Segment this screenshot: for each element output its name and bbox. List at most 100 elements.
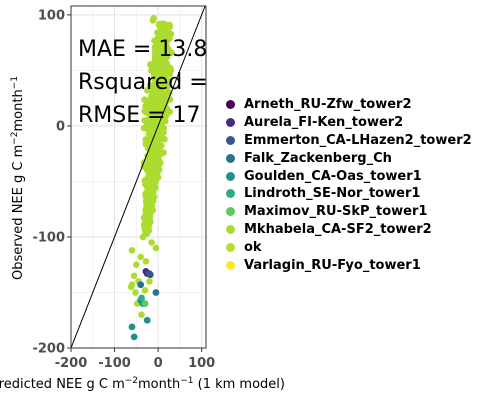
legend-label: Goulden_CA-Oas_tower1 <box>244 168 422 184</box>
y-tick-label: -100 <box>32 230 65 245</box>
legend-item: Aurela_FI-Ken_tower2 <box>226 114 472 132</box>
y-axis-title: Observed NEE g C m−2month−1 <box>10 76 26 280</box>
legend-item: ok <box>226 238 472 256</box>
annotation-rmse: RMSE = 17 <box>78 103 201 128</box>
y-axis-ticks: -200 -100 0 100 <box>32 8 71 357</box>
scatter-point <box>147 194 155 201</box>
scatter-point <box>146 168 153 175</box>
legend-label: Emmerton_CA-LHazen2_tower2 <box>244 132 472 148</box>
scatter-point <box>158 131 165 139</box>
scatter-point <box>152 289 160 296</box>
legend-item: Arneth_RU-Zfw_tower2 <box>226 96 472 114</box>
scatter-point <box>138 294 145 302</box>
scatter-point <box>158 22 166 30</box>
legend-dot <box>226 207 235 217</box>
legend-dot <box>226 171 235 181</box>
legend-item: Emmerton_CA-LHazen2_tower2 <box>226 132 472 150</box>
scatter-point <box>141 96 148 103</box>
legend-item: Lindroth_SE-Nor_tower1 <box>226 185 472 203</box>
scatter-point <box>151 122 158 129</box>
scatter-point <box>157 101 165 108</box>
scatter-point <box>160 149 167 156</box>
scatter-point <box>148 106 155 114</box>
legend-dot <box>226 135 235 145</box>
scatter-point <box>132 289 139 296</box>
scatter-point <box>151 141 159 149</box>
scatter-point <box>160 86 167 93</box>
scatter-point <box>130 272 138 280</box>
legend-dot <box>226 242 235 252</box>
scatter-point <box>146 204 154 212</box>
legend-label: Mkhabela_CA-SF2_tower2 <box>244 221 432 237</box>
scatter-point <box>144 87 151 94</box>
legend-item: Varlagin_RU-Fyo_tower1 <box>226 256 472 274</box>
one-to-one-line <box>71 6 206 348</box>
scatter-point <box>128 323 136 331</box>
scatter-point <box>149 97 156 104</box>
legend-dot <box>226 224 235 234</box>
scatter-point <box>148 82 155 89</box>
legend-label: Maximov_RU-SkP_tower1 <box>244 204 428 220</box>
scatter-point <box>156 91 164 99</box>
scatter-point <box>146 184 154 192</box>
scatter-point <box>142 213 150 221</box>
scatter-point <box>145 120 153 127</box>
x-tick-label: 100 <box>188 356 215 371</box>
x-tick-label: -200 <box>55 356 88 371</box>
legend-dot <box>226 189 235 199</box>
legend-label: Aurela_FI-Ken_tower2 <box>244 115 404 131</box>
scatter-point <box>147 115 155 122</box>
x-tick-label: 0 <box>154 356 163 371</box>
legend-item: Maximov_RU-SkP_tower1 <box>226 203 472 221</box>
scatter-point <box>141 287 149 294</box>
scatter-point <box>146 159 153 166</box>
scatter-point <box>146 176 154 184</box>
scatter-point <box>148 146 156 154</box>
scatter-point <box>130 333 138 341</box>
legend-item: Goulden_CA-Oas_tower1 <box>226 167 472 185</box>
scatter-point <box>152 244 160 252</box>
legend-label: Arneth_RU-Zfw_tower2 <box>244 97 412 113</box>
scatter-point <box>143 227 150 235</box>
y-tick-label: -200 <box>32 342 65 357</box>
stats-annotations: MAE = 13.8 Rsquared = RMSE = 17 <box>78 37 208 128</box>
scatter-point <box>127 283 135 291</box>
annotation-rsquared: Rsquared = <box>78 70 208 95</box>
scatter-point <box>146 278 153 285</box>
scatter-point <box>149 88 157 95</box>
legend-label: Falk_Zackenberg_Ch <box>244 150 392 166</box>
scatter-point <box>137 281 145 289</box>
scatter-point <box>148 239 155 246</box>
legend-item: Falk_Zackenberg_Ch <box>226 149 472 167</box>
legend-item: Mkhabela_CA-SF2_tower2 <box>226 221 472 239</box>
scatter-point <box>157 28 164 36</box>
scatter-point <box>162 106 170 113</box>
scatter-point <box>138 311 145 319</box>
scatter-point <box>141 300 149 307</box>
scatter-point <box>151 159 159 167</box>
scatter-point <box>156 61 163 68</box>
scatter-point <box>149 17 157 24</box>
scatter-point <box>137 253 144 261</box>
scatter-point <box>147 61 154 68</box>
scatter-point <box>158 68 166 75</box>
legend-dot <box>226 118 235 128</box>
x-axis-title: Predicted NEE g C m−2month−1 (1 km model… <box>0 376 285 392</box>
scatter-point <box>157 74 164 81</box>
y-tick-label: 100 <box>38 8 65 23</box>
scatter-point <box>146 271 154 279</box>
scatter-point <box>152 169 160 176</box>
scatter-point <box>159 50 166 58</box>
scatter-point <box>146 134 154 141</box>
scatter-point <box>162 39 170 47</box>
scatter-point <box>143 316 151 324</box>
scatter-point <box>163 34 170 42</box>
scatter-point <box>142 258 150 265</box>
x-axis-ticks: -200 -100 0 100 <box>55 348 215 371</box>
legend: Arneth_RU-Zfw_tower2 Aurela_FI-Ken_tower… <box>226 96 472 274</box>
scatter-point <box>133 261 140 269</box>
scatter-point <box>151 52 159 60</box>
y-tick-label: 0 <box>56 119 65 134</box>
scatter-point <box>139 233 147 241</box>
